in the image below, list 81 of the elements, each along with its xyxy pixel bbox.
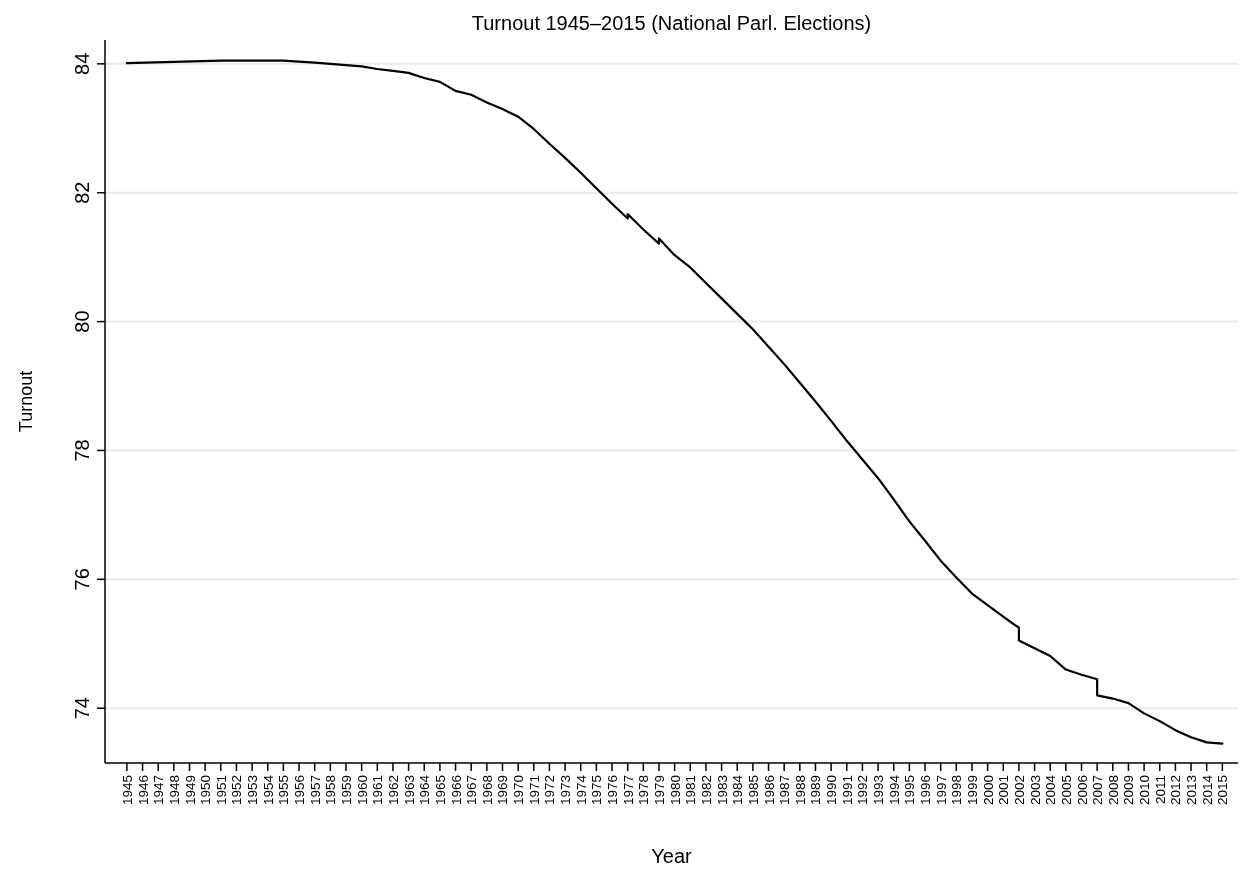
x-tick-label: 1989: [808, 775, 824, 806]
x-tick-label: 1983: [714, 775, 730, 806]
x-tick-label: 1945: [119, 775, 135, 806]
x-tick-label: 1996: [918, 775, 934, 806]
x-tick-label: 1981: [683, 775, 699, 806]
x-tick-label: 1979: [651, 775, 667, 806]
x-tick-label: 1976: [605, 775, 621, 806]
x-tick-label: 1975: [589, 775, 605, 806]
x-tick-label: 1965: [432, 775, 448, 806]
x-tick-label: 1958: [323, 775, 339, 806]
x-tick-label: 1998: [949, 775, 965, 806]
x-tick-label: 1990: [824, 775, 840, 806]
x-tick-label: 1982: [698, 775, 714, 806]
x-tick-label: 1960: [354, 775, 370, 806]
x-tick-label: 1953: [245, 775, 261, 806]
x-tick-label: 1993: [871, 775, 887, 806]
x-tick-label: 1967: [464, 775, 480, 806]
x-tick-label: 1948: [166, 775, 182, 806]
x-tick-label: 1962: [385, 775, 401, 806]
x-tick-label: 2011: [1152, 775, 1168, 805]
x-tick-label: 2003: [1027, 775, 1043, 806]
x-tick-label: 2006: [1074, 775, 1090, 806]
x-tick-label: 2005: [1058, 775, 1074, 806]
x-tick-label: 2008: [1105, 775, 1121, 806]
y-tick-label: 80: [71, 310, 93, 333]
x-tick-label: 1963: [401, 775, 417, 806]
x-tick-label: 1951: [213, 775, 229, 806]
x-tick-label: 1969: [495, 775, 511, 806]
x-tick-label: 2000: [980, 775, 996, 806]
x-tick-label: 1954: [260, 774, 276, 806]
x-tick-label: 1984: [730, 774, 746, 806]
x-tick-label: 1994: [886, 774, 902, 806]
x-tick-label: 1988: [792, 775, 808, 806]
x-tick-label: 1949: [182, 775, 198, 806]
x-tick-label: 2012: [1168, 775, 1184, 806]
x-tick-label: 2001: [996, 775, 1012, 806]
x-tick-label: 1978: [636, 775, 652, 806]
x-tick-label: 2004: [1043, 774, 1059, 806]
x-tick-label: 1973: [558, 775, 574, 806]
x-tick-label: 1986: [761, 775, 777, 806]
x-tick-label: 1987: [777, 775, 793, 806]
x-tick-label: 1985: [745, 775, 761, 806]
x-tick-label: 1957: [307, 775, 323, 806]
line-series: [125, 59, 1224, 745]
x-axis-title: Year: [651, 845, 693, 867]
x-tick-label: 1956: [292, 775, 308, 806]
x-tick-label: 2002: [1011, 775, 1027, 806]
y-tick-label: 74: [71, 697, 93, 720]
x-tick-label: 1992: [855, 775, 871, 806]
x-tick-label: 1946: [135, 775, 151, 806]
x-tick-label: 1968: [479, 775, 495, 806]
x-tick-label: 1999: [964, 775, 980, 806]
y-tick-label: 78: [71, 439, 93, 462]
x-tick-label: 1980: [667, 775, 683, 806]
x-tick-label: 2010: [1137, 775, 1153, 806]
x-tick-label: 1970: [511, 775, 527, 806]
x-tick-label: 2014: [1199, 774, 1215, 806]
x-tick-label: 1971: [526, 775, 542, 806]
x-tick-label: 1955: [276, 775, 292, 806]
x-tick-label: 2013: [1184, 775, 1200, 806]
y-tick-label: 82: [71, 181, 93, 204]
chart-title: Turnout 1945–2015 (National Parl. Elections): [471, 12, 872, 34]
x-tick-label: 1952: [229, 775, 245, 806]
y-tick-label: 84: [71, 52, 93, 75]
y-axis-title: Turnout: [16, 370, 36, 433]
x-tick-label: 1995: [902, 775, 918, 806]
x-tick-label: 1991: [839, 775, 855, 806]
x-tick-label: 1950: [198, 775, 214, 806]
x-tick-label: 1959: [339, 775, 354, 806]
x-tick-label: 1961: [370, 775, 386, 806]
x-tick-label: 2007: [1090, 775, 1106, 806]
x-tick-label: 2009: [1121, 775, 1137, 806]
x-tick-label: 1974: [573, 774, 589, 806]
x-tick-label: 1947: [151, 775, 167, 806]
x-tick-label: 2015: [1215, 775, 1231, 806]
x-tick-label: 1977: [620, 775, 636, 806]
x-tick-label: 1966: [448, 775, 464, 806]
x-tick-label: 1997: [933, 775, 949, 806]
x-tick-label: 1972: [542, 775, 558, 806]
y-tick-label: 76: [71, 568, 93, 591]
x-tick-label: 1964: [417, 774, 433, 806]
